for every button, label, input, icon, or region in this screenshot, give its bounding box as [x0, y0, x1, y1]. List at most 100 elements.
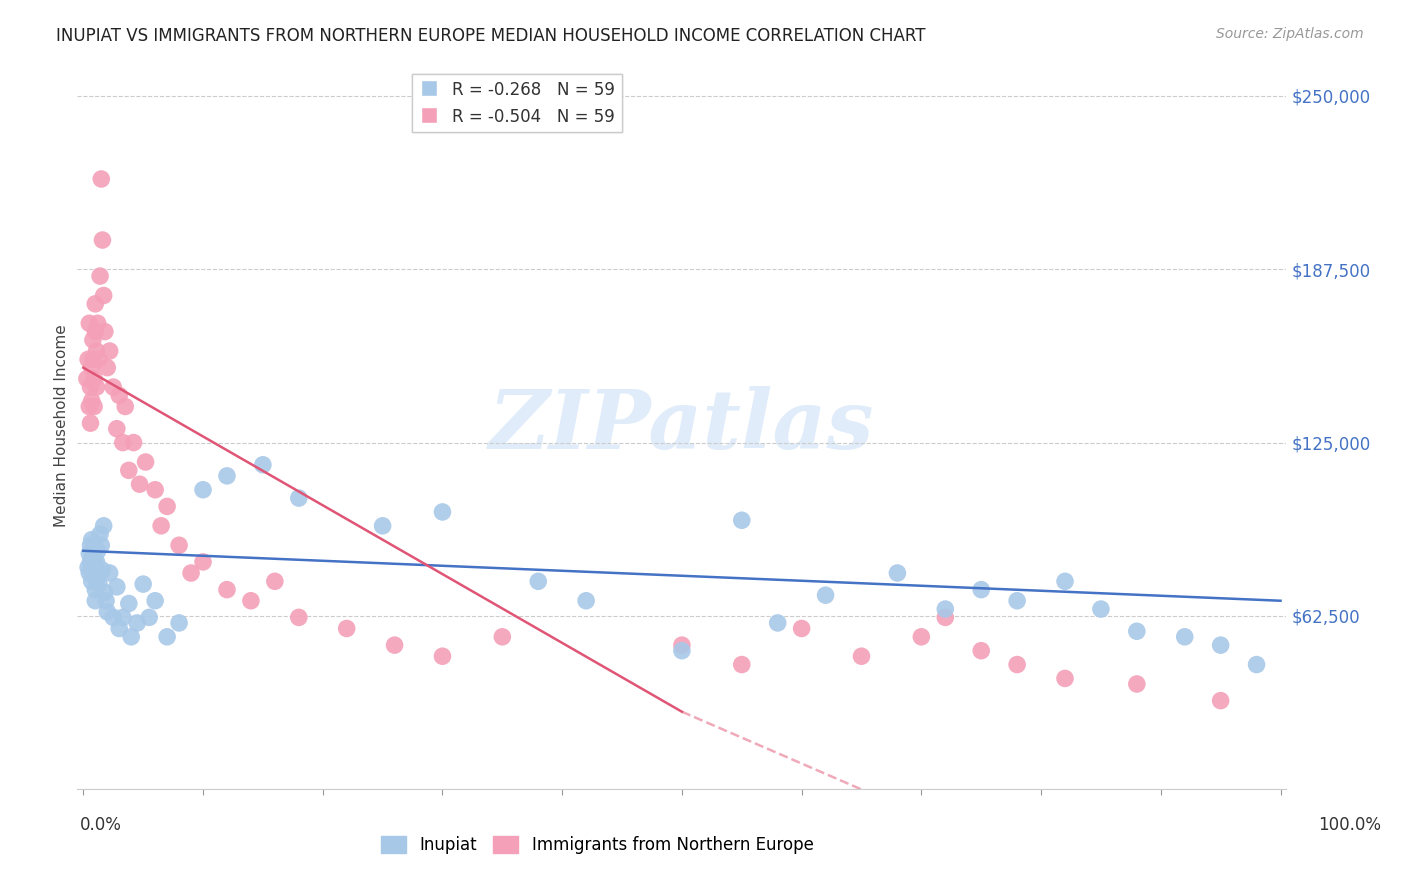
Point	[127, 615, 149, 630]
Point	[82, 560, 104, 574]
Point	[731, 657, 754, 672]
Point	[86, 555, 108, 569]
Point	[970, 582, 993, 597]
Point	[79, 547, 101, 561]
Point	[98, 566, 121, 580]
Point	[432, 505, 454, 519]
Point	[94, 325, 117, 339]
Point	[77, 560, 100, 574]
Point	[84, 593, 107, 607]
Point	[1246, 657, 1268, 672]
Point	[80, 574, 103, 589]
Point	[167, 615, 190, 630]
Point	[731, 513, 754, 527]
Point	[143, 483, 166, 497]
Point	[1126, 677, 1149, 691]
Point	[384, 638, 406, 652]
Point	[118, 597, 141, 611]
Legend: R = -0.268   N = 59, R = -0.504   N = 59: R = -0.268 N = 59, R = -0.504 N = 59	[412, 74, 621, 132]
Point	[94, 593, 117, 607]
Point	[87, 352, 110, 367]
Y-axis label: Median Household Income: Median Household Income	[53, 325, 69, 527]
Point	[80, 360, 103, 375]
Point	[671, 638, 693, 652]
Point	[1053, 574, 1076, 589]
Point	[1126, 624, 1149, 639]
Point	[91, 233, 114, 247]
Point	[252, 458, 274, 472]
Point	[83, 552, 105, 566]
Point	[934, 602, 956, 616]
Point	[111, 610, 134, 624]
Point	[105, 422, 128, 436]
Text: INUPIAT VS IMMIGRANTS FROM NORTHERN EUROPE MEDIAN HOUSEHOLD INCOME CORRELATION C: INUPIAT VS IMMIGRANTS FROM NORTHERN EURO…	[56, 27, 925, 45]
Point	[215, 468, 238, 483]
Point	[1174, 630, 1197, 644]
Point	[575, 593, 598, 607]
Point	[79, 416, 101, 430]
Point	[82, 333, 104, 347]
Point	[191, 483, 214, 497]
Point	[239, 593, 262, 607]
Point	[1005, 657, 1028, 672]
Point	[135, 455, 157, 469]
Point	[671, 643, 693, 657]
Point	[336, 622, 359, 636]
Point	[491, 630, 513, 644]
Point	[103, 380, 125, 394]
Point	[263, 574, 285, 589]
Point	[86, 344, 108, 359]
Point	[80, 394, 103, 409]
Point	[180, 566, 202, 580]
Point	[80, 533, 103, 547]
Point	[105, 580, 128, 594]
Point	[79, 566, 101, 580]
Point	[79, 555, 101, 569]
Point	[970, 643, 993, 657]
Point	[90, 538, 112, 552]
Point	[79, 538, 101, 552]
Text: Source: ZipAtlas.com: Source: ZipAtlas.com	[1216, 27, 1364, 41]
Point	[128, 477, 150, 491]
Point	[98, 344, 121, 359]
Point	[371, 518, 394, 533]
Point	[114, 400, 136, 414]
Point	[143, 593, 166, 607]
Point	[82, 549, 104, 564]
Point	[934, 610, 956, 624]
Point	[96, 605, 118, 619]
Point	[91, 563, 114, 577]
Text: 0.0%: 0.0%	[80, 816, 122, 834]
Point	[138, 610, 160, 624]
Point	[77, 352, 100, 367]
Point	[1053, 672, 1076, 686]
Point	[84, 297, 107, 311]
Point	[76, 372, 98, 386]
Point	[1209, 638, 1232, 652]
Point	[150, 518, 173, 533]
Point	[156, 500, 179, 514]
Point	[851, 649, 873, 664]
Point	[122, 435, 145, 450]
Point	[87, 577, 110, 591]
Point	[886, 566, 908, 580]
Point	[108, 388, 131, 402]
Point	[1090, 602, 1112, 616]
Point	[79, 400, 101, 414]
Point	[1209, 693, 1232, 707]
Point	[79, 316, 101, 330]
Point	[79, 380, 101, 394]
Point	[288, 491, 311, 505]
Point	[1005, 593, 1028, 607]
Point	[191, 555, 214, 569]
Point	[111, 435, 134, 450]
Point	[432, 649, 454, 664]
Point	[96, 360, 118, 375]
Point	[814, 588, 837, 602]
Point	[215, 582, 238, 597]
Point	[84, 582, 107, 597]
Point	[93, 518, 115, 533]
Point	[118, 463, 141, 477]
Point	[89, 527, 111, 541]
Point	[108, 622, 131, 636]
